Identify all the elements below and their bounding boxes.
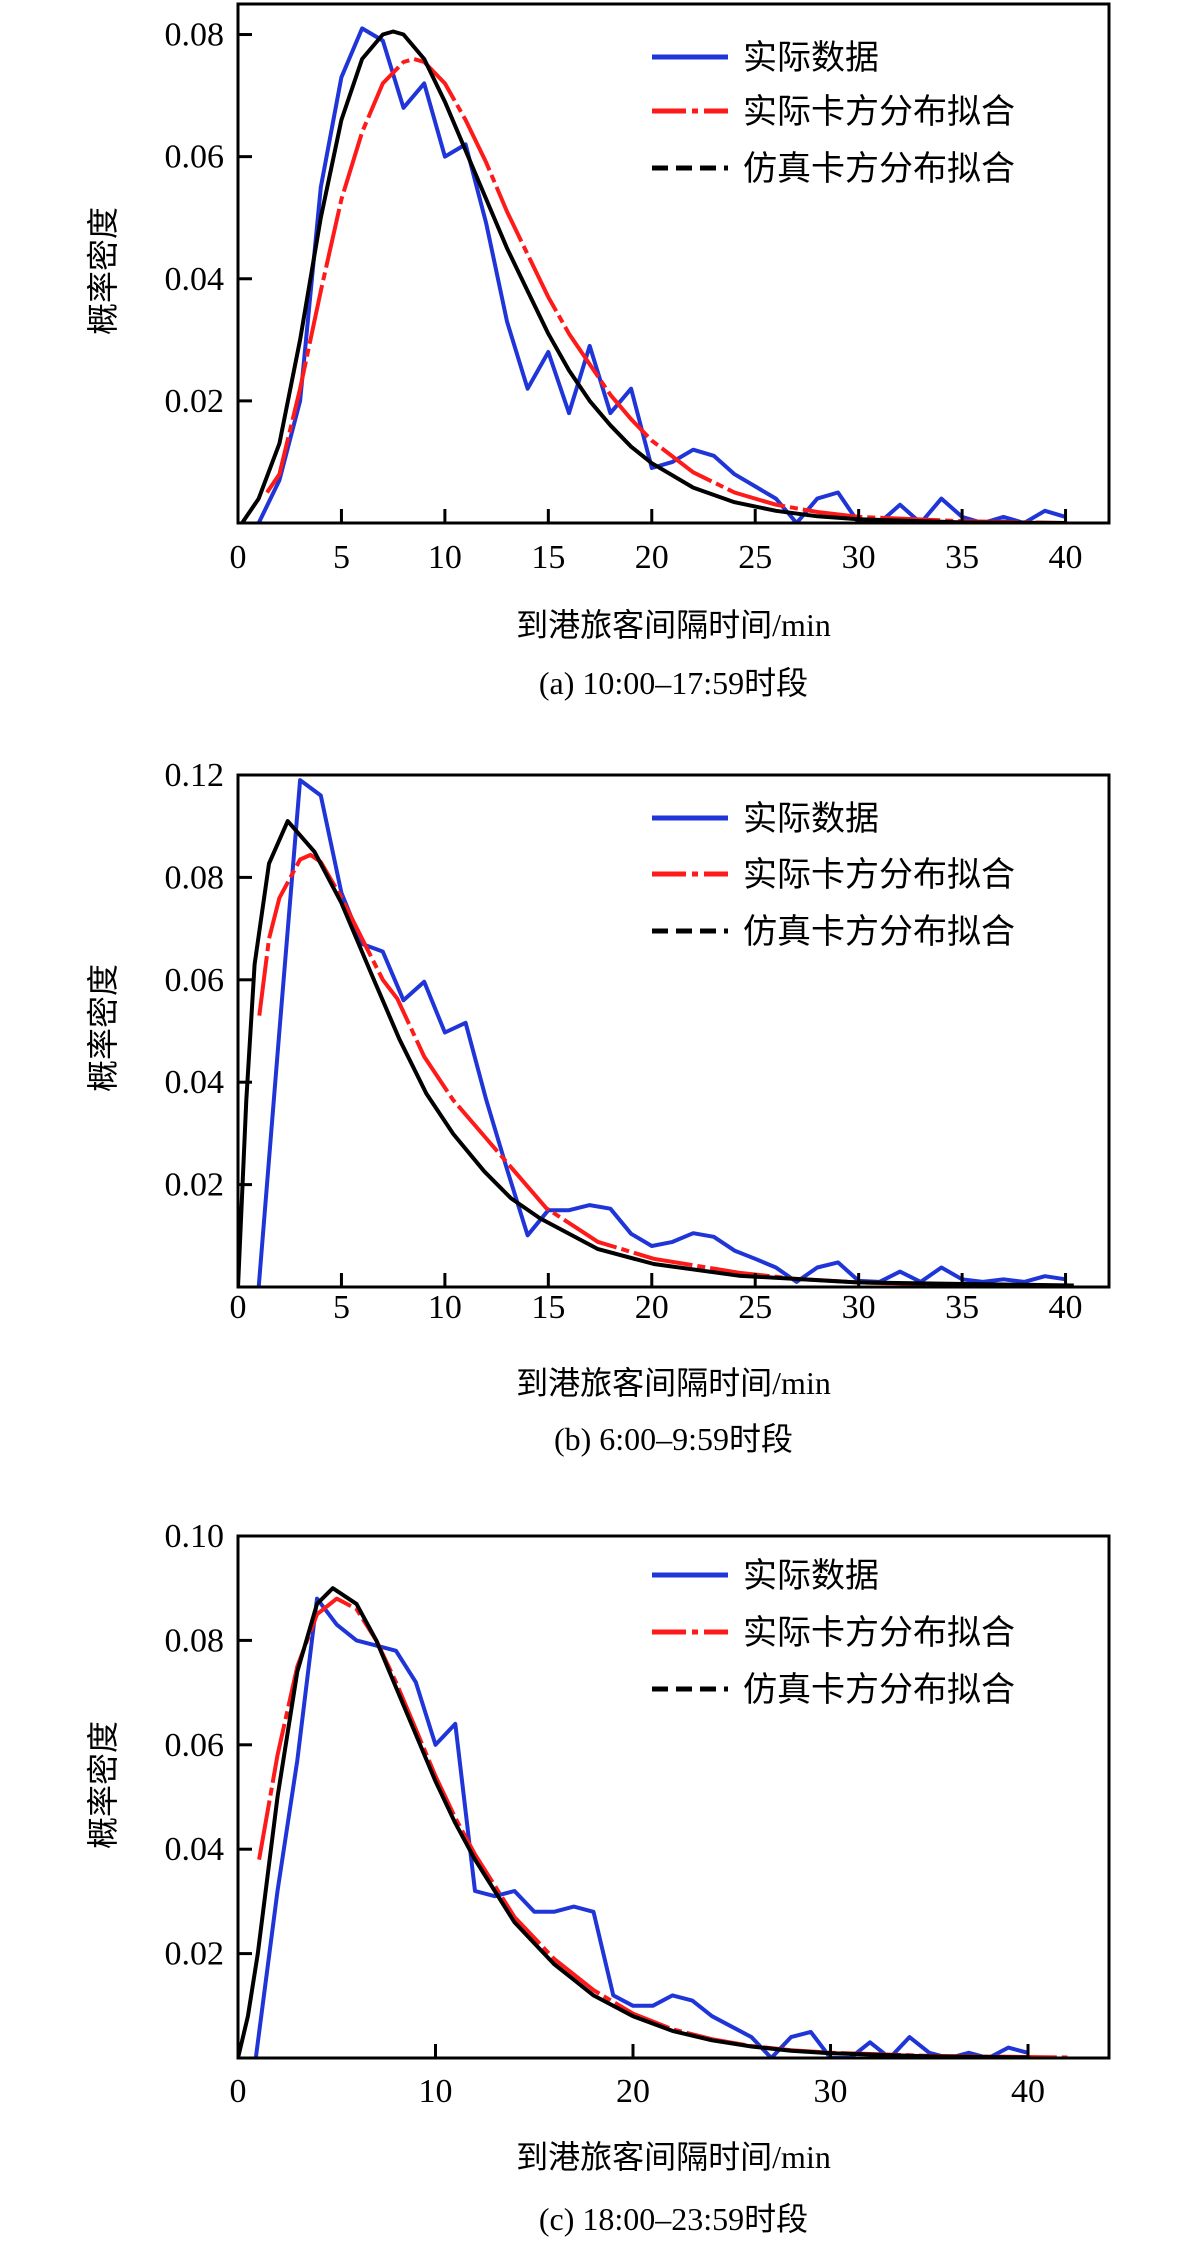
series-line-actual-chi-square-fit bbox=[265, 57, 1066, 523]
x-tick-label: 20 bbox=[635, 1289, 669, 1326]
x-tick-label: 0 bbox=[230, 1289, 247, 1326]
chart-c: 0 10 20 30 40 0.02 0.04 0.06 0.08 0.10 到港旅客间隔时间/mi… bbox=[85, 1518, 1111, 2237]
y-axis-label: 概率密度 bbox=[85, 207, 121, 335]
y-tick-label: 0.06 bbox=[165, 1727, 225, 1764]
series-line-actual-chi-square-fit bbox=[257, 1596, 1068, 2058]
x-tick-label: 10 bbox=[428, 1289, 462, 1326]
x-tick-label: 30 bbox=[842, 539, 876, 576]
series-line-actual-data bbox=[256, 778, 1066, 1287]
x-tick-label: 5 bbox=[333, 539, 350, 576]
legend-label: 实际数据 bbox=[743, 800, 879, 838]
x-tick-label: 5 bbox=[333, 1289, 350, 1326]
y-tick-label: 0.06 bbox=[165, 962, 225, 999]
x-tick-label: 25 bbox=[738, 1289, 772, 1326]
y-tick-label: 0.08 bbox=[165, 1622, 225, 1659]
legend-label: 仿真卡方分布拟合 bbox=[743, 913, 1015, 951]
x-tick-label: 0 bbox=[230, 2073, 247, 2110]
series-line-actual-data bbox=[253, 1596, 1029, 2058]
chart-a: 0 5 10 15 20 25 30 35 40 0.02 0.04 0.06 0.08 到港旅客间隔时间… bbox=[85, 2, 1111, 701]
chart-b: 0 5 10 15 20 25 30 35 40 0.02 0.04 0.06 0.08 0.12 到港旅客… bbox=[85, 757, 1111, 1457]
x-tick-label: 10 bbox=[428, 539, 462, 576]
x-tick-label: 25 bbox=[738, 539, 772, 576]
x-tick-label: 30 bbox=[814, 2073, 848, 2110]
plot-frame bbox=[236, 773, 1111, 1289]
x-tick-label: 20 bbox=[635, 539, 669, 576]
x-tick-label: 0 bbox=[230, 539, 247, 576]
x-tick-label: 40 bbox=[1011, 2073, 1045, 2110]
y-tick-label: 0.02 bbox=[165, 1167, 225, 1204]
y-tick-label: 0.08 bbox=[165, 859, 225, 896]
legend-label: 实际数据 bbox=[743, 39, 879, 77]
chart-caption: (c) 18:00–23:59时段 bbox=[539, 2201, 808, 2237]
x-axis-label: 到港旅客间隔时间/min bbox=[516, 1365, 831, 1401]
y-tick-label: 0.04 bbox=[165, 1064, 225, 1101]
y-axis-label: 概率密度 bbox=[85, 964, 121, 1092]
legend-label: 实际卡方分布拟合 bbox=[743, 856, 1015, 894]
x-tick-label: 35 bbox=[945, 1289, 979, 1326]
y-tick-label: 0.02 bbox=[165, 1936, 225, 1973]
x-tick-label: 30 bbox=[842, 1289, 876, 1326]
x-tick-label: 40 bbox=[1049, 539, 1083, 576]
plot-frame bbox=[236, 1534, 1111, 2060]
y-tick-label: 0.02 bbox=[165, 383, 225, 420]
x-tick-label: 40 bbox=[1049, 1289, 1083, 1326]
y-axis-label: 概率密度 bbox=[85, 1721, 121, 1849]
legend-label: 实际数据 bbox=[743, 1557, 879, 1595]
y-tick-label: 0.10 bbox=[165, 1518, 225, 1555]
plot-frame bbox=[236, 2, 1111, 525]
legend-label: 仿真卡方分布拟合 bbox=[743, 150, 1015, 188]
y-tick-label: 0.06 bbox=[165, 139, 225, 176]
series-line-simulated-chi-square-fit bbox=[240, 29, 1066, 523]
y-tick-label: 0.04 bbox=[165, 261, 225, 298]
y-tick-label: 0.08 bbox=[165, 17, 225, 54]
series-line-simulated-chi-square-fit bbox=[238, 819, 1074, 1287]
y-tick-label: 0.12 bbox=[165, 757, 225, 794]
y-tick-label: 0.04 bbox=[165, 1831, 225, 1868]
chart-caption: (b) 6:00–9:59时段 bbox=[554, 1421, 793, 1457]
chart-caption: (a) 10:00–17:59时段 bbox=[539, 665, 808, 701]
x-tick-label: 35 bbox=[945, 539, 979, 576]
legend-label: 仿真卡方分布拟合 bbox=[743, 1671, 1015, 1709]
legend-label: 实际卡方分布拟合 bbox=[743, 1614, 1015, 1652]
x-tick-label: 10 bbox=[419, 2073, 453, 2110]
x-tick-label: 20 bbox=[616, 2073, 650, 2110]
x-axis-label: 到港旅客间隔时间/min bbox=[516, 2139, 831, 2175]
x-tick-label: 15 bbox=[531, 539, 565, 576]
series-line-simulated-chi-square-fit bbox=[238, 1586, 1029, 2058]
legend-label: 实际卡方分布拟合 bbox=[743, 93, 1015, 131]
x-tick-label: 15 bbox=[531, 1289, 565, 1326]
x-axis-label: 到港旅客间隔时间/min bbox=[516, 607, 831, 643]
